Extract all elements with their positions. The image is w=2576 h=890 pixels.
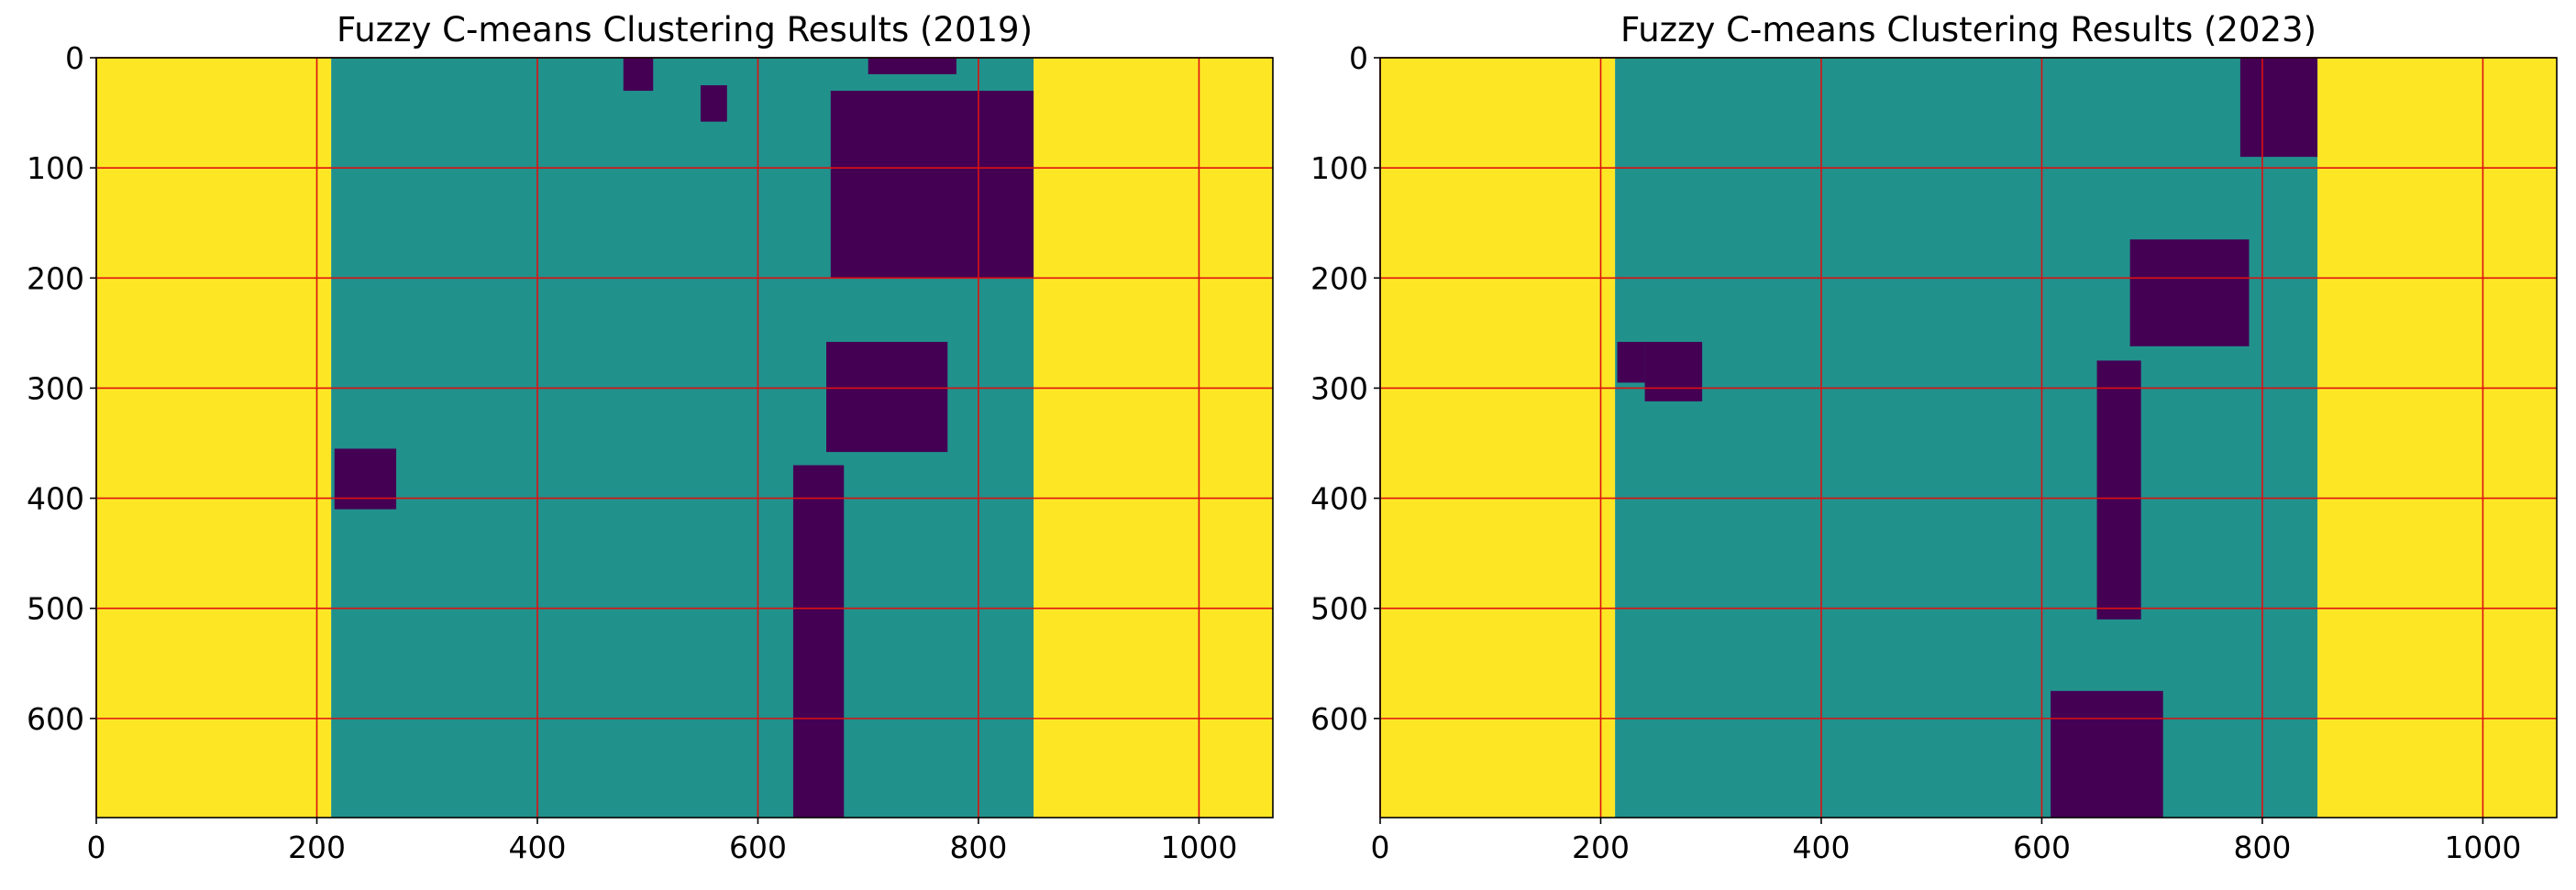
cluster-patch-purple-2	[792, 465, 845, 818]
cluster-patch-purple-2	[2129, 239, 2250, 346]
cluster-patch-purple-3	[2096, 360, 2141, 620]
y-tick-label: 500	[27, 591, 84, 627]
x-tick-label: 800	[2233, 830, 2291, 865]
y-tick-label: 100	[27, 150, 84, 186]
cluster-patch-purple-5	[2239, 58, 2318, 158]
y-tick-label: 200	[1310, 260, 1368, 296]
cluster-region-yellow-1	[2317, 58, 2557, 818]
heatmap-image	[96, 58, 1273, 818]
cluster-region-yellow-1	[1034, 58, 1273, 818]
chart-title: Fuzzy C-means Clustering Results (2019)	[337, 10, 1033, 49]
x-tick-label: 0	[1371, 830, 1390, 865]
x-tick-label: 400	[1792, 830, 1850, 865]
x-tick-label: 1000	[1160, 830, 1237, 865]
cluster-patch-purple-0	[1617, 341, 1645, 383]
x-tick-label: 0	[87, 830, 106, 865]
axes-frame	[95, 57, 1274, 819]
cluster-patch-purple-3	[830, 91, 1034, 279]
cluster-patch-purple-1	[1644, 341, 1703, 401]
x-tick-label: 1000	[2444, 830, 2521, 865]
y-tick-label: 300	[27, 370, 84, 406]
y-tick-label: 300	[1310, 370, 1368, 406]
cluster-patch-purple-6	[868, 58, 956, 75]
x-tick-label: 400	[508, 830, 566, 865]
x-tick-label: 200	[288, 830, 346, 865]
y-tick-label: 400	[27, 481, 84, 517]
cluster-patch-purple-5	[623, 58, 654, 92]
grid-lines	[95, 57, 1273, 818]
cluster-patch-purple-4	[700, 85, 727, 122]
cluster-patch-purple-4	[2051, 690, 2163, 818]
cluster-patch-purple-0	[334, 448, 397, 510]
heatmap-image	[1380, 58, 2557, 818]
axes-frame	[1379, 57, 2558, 819]
cluster-region-teal	[1615, 58, 2318, 818]
y-tick-label: 200	[27, 260, 84, 296]
y-tick-label: 100	[1310, 150, 1368, 186]
y-tick-label: 0	[65, 40, 84, 76]
x-tick-label: 800	[949, 830, 1007, 865]
y-tick-label: 500	[1310, 591, 1368, 627]
chart-title: Fuzzy C-means Clustering Results (2023)	[1620, 10, 2316, 49]
y-tick-label: 600	[27, 701, 84, 737]
right-panel-2023: 0 200 400 600 800 1000 0 100 200 300 400 500 600 Fuzz…	[1310, 10, 2558, 865]
x-tick-label: 600	[729, 830, 787, 865]
y-tick-label: 400	[1310, 481, 1368, 517]
x-tick-label: 600	[2013, 830, 2071, 865]
cluster-patch-purple-1	[826, 341, 948, 453]
left-panel-2019: 0 200 400 600 800 1000 0 100 200 300 400 500 600 Fuzz…	[27, 10, 1274, 865]
cluster-region-yellow-0	[1380, 58, 1616, 818]
y-tick-label: 600	[1310, 701, 1368, 737]
x-tick-label: 200	[1572, 830, 1630, 865]
y-tick-label: 0	[1349, 40, 1368, 76]
cluster-region-yellow-0	[96, 58, 332, 818]
